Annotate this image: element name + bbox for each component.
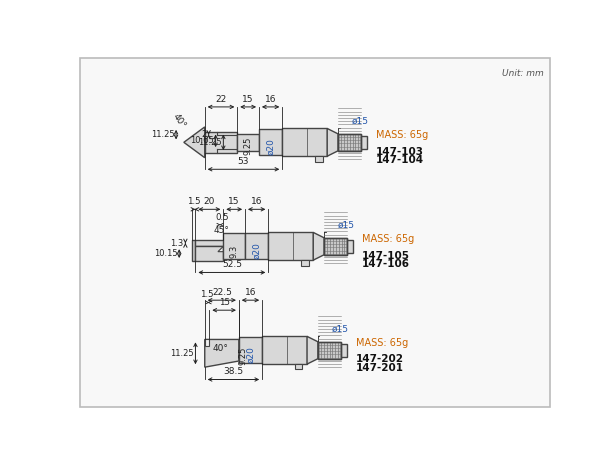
Text: 22: 22 bbox=[215, 95, 227, 104]
Text: 40°: 40° bbox=[212, 344, 228, 353]
Bar bbox=[268, 232, 313, 260]
Text: Unit: mm: Unit: mm bbox=[502, 69, 544, 78]
Polygon shape bbox=[218, 246, 223, 252]
Text: ø15: ø15 bbox=[338, 221, 355, 230]
Text: ø20: ø20 bbox=[252, 242, 261, 259]
Bar bbox=[245, 233, 268, 260]
Bar bbox=[295, 364, 303, 369]
Text: 9.25: 9.25 bbox=[244, 136, 253, 154]
Bar bbox=[205, 131, 237, 153]
Bar bbox=[347, 240, 353, 253]
Text: 53: 53 bbox=[238, 157, 249, 166]
Text: 15: 15 bbox=[228, 197, 240, 206]
Bar bbox=[239, 337, 262, 363]
Bar bbox=[223, 233, 245, 260]
Text: 147-104: 147-104 bbox=[376, 155, 424, 165]
Text: 9.3: 9.3 bbox=[229, 245, 239, 258]
Bar bbox=[259, 129, 282, 155]
Bar bbox=[196, 240, 247, 246]
FancyBboxPatch shape bbox=[80, 59, 550, 407]
Polygon shape bbox=[307, 337, 318, 364]
Text: 1.5: 1.5 bbox=[187, 197, 200, 206]
Text: 15: 15 bbox=[242, 95, 254, 104]
Text: 147-105: 147-105 bbox=[362, 250, 410, 260]
Bar bbox=[301, 260, 309, 266]
Polygon shape bbox=[327, 129, 338, 156]
Text: 10.15: 10.15 bbox=[154, 249, 178, 258]
Text: ø15: ø15 bbox=[332, 325, 349, 334]
Bar bbox=[196, 246, 223, 261]
Text: 1.5: 1.5 bbox=[200, 290, 214, 299]
Text: MASS: 65g: MASS: 65g bbox=[362, 234, 415, 243]
Text: 40°: 40° bbox=[171, 112, 188, 130]
Text: 15: 15 bbox=[218, 298, 229, 307]
Text: ø15: ø15 bbox=[352, 117, 369, 126]
Text: 147-106: 147-106 bbox=[362, 259, 410, 269]
Text: 2: 2 bbox=[202, 130, 207, 139]
Bar bbox=[318, 342, 341, 359]
Text: 38.5: 38.5 bbox=[223, 367, 244, 377]
Bar bbox=[192, 240, 196, 261]
Text: MASS: 65g: MASS: 65g bbox=[356, 337, 408, 348]
Text: 22.5: 22.5 bbox=[212, 288, 232, 297]
Bar bbox=[324, 238, 347, 255]
Text: 16: 16 bbox=[245, 288, 256, 297]
Text: 147-202: 147-202 bbox=[356, 355, 404, 365]
Polygon shape bbox=[205, 339, 209, 346]
Bar bbox=[324, 238, 347, 255]
Bar bbox=[338, 134, 361, 151]
Bar bbox=[361, 136, 367, 149]
Bar bbox=[341, 344, 347, 357]
Text: 16: 16 bbox=[251, 197, 263, 206]
Text: 11.25: 11.25 bbox=[151, 130, 175, 139]
Text: ø20: ø20 bbox=[246, 346, 255, 362]
Text: ø20: ø20 bbox=[266, 138, 275, 154]
Text: MASS: 65g: MASS: 65g bbox=[376, 130, 428, 140]
Text: 11.25: 11.25 bbox=[198, 138, 222, 147]
Text: 20: 20 bbox=[204, 197, 215, 206]
Bar bbox=[318, 342, 341, 359]
Bar bbox=[338, 134, 361, 151]
Text: 45°: 45° bbox=[213, 226, 229, 236]
Text: 147-103: 147-103 bbox=[376, 147, 424, 157]
Text: 147-201: 147-201 bbox=[356, 363, 404, 373]
Text: 52.5: 52.5 bbox=[222, 260, 242, 269]
Text: 9.25: 9.25 bbox=[238, 346, 247, 365]
Polygon shape bbox=[313, 232, 324, 260]
Text: 0.5: 0.5 bbox=[215, 213, 229, 222]
Polygon shape bbox=[205, 339, 239, 367]
Text: 10.65: 10.65 bbox=[190, 136, 214, 145]
Text: 11.25: 11.25 bbox=[170, 349, 194, 358]
Bar bbox=[315, 156, 322, 161]
Polygon shape bbox=[184, 127, 205, 158]
Bar bbox=[237, 134, 259, 151]
Bar bbox=[262, 337, 307, 364]
Text: 1.3: 1.3 bbox=[170, 239, 184, 248]
Text: 16: 16 bbox=[265, 95, 276, 104]
Bar bbox=[282, 129, 327, 156]
